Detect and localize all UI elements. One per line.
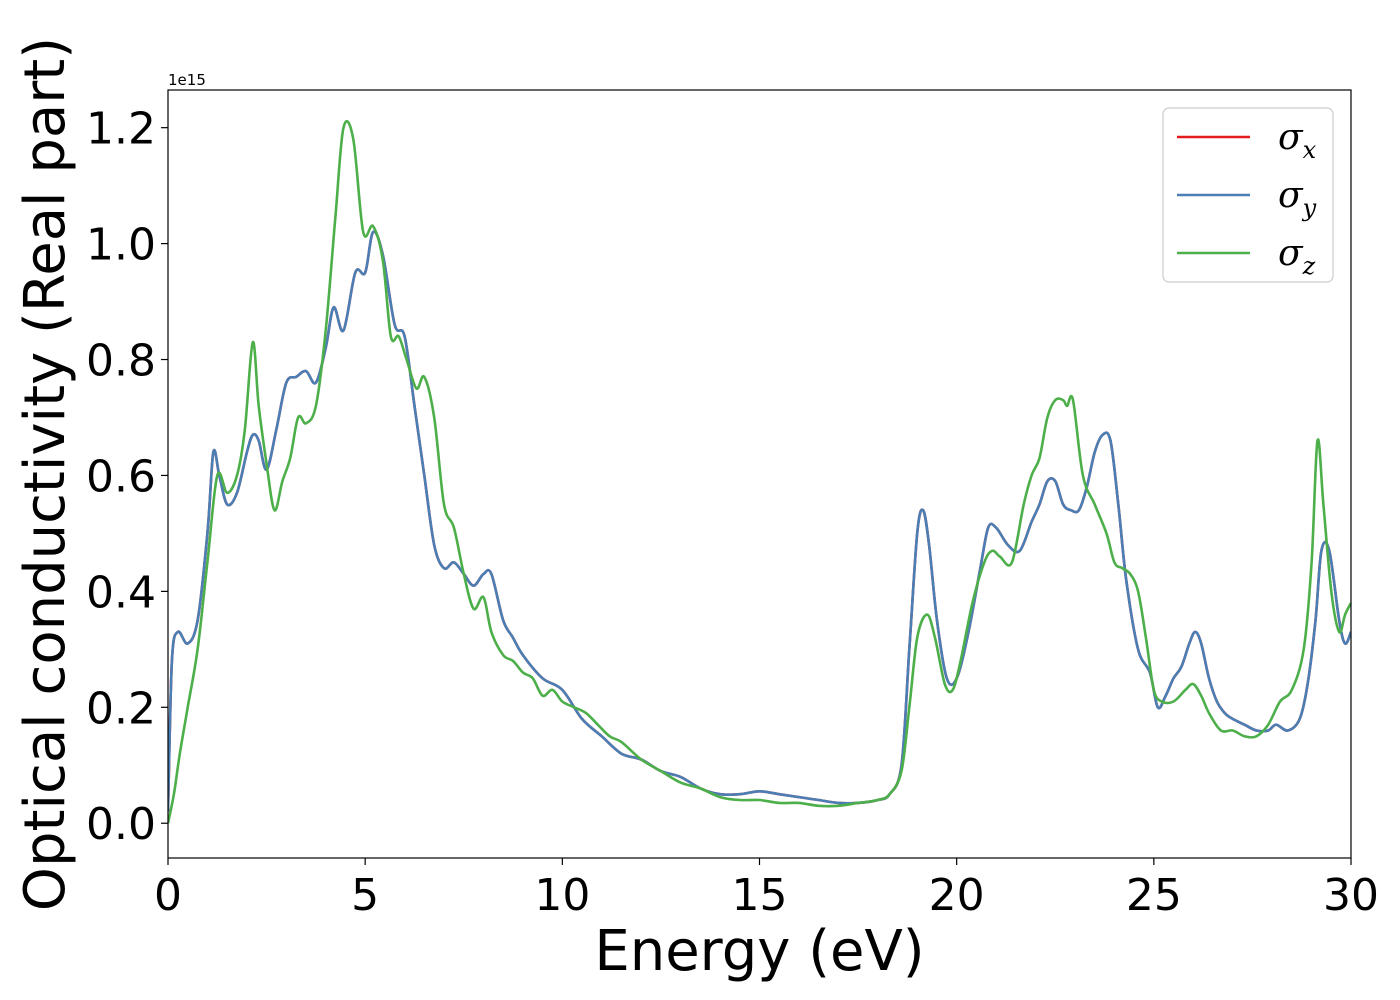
series-line-y (168, 230, 1351, 812)
x-tick-label: 15 (732, 870, 788, 921)
y-tick-label: 0.8 (86, 336, 156, 387)
x-tick-label: 20 (929, 870, 985, 921)
x-tick-label: 25 (1126, 870, 1182, 921)
x-axis-label: Energy (eV) (594, 919, 924, 984)
y-offset-label: 1e15 (168, 71, 206, 89)
series-line-z (168, 119, 1351, 824)
series-layer (168, 119, 1351, 824)
y-tick-label: 0.4 (86, 567, 156, 618)
y-tick-label: 0.6 (86, 451, 156, 502)
y-tick-label: 0.0 (86, 799, 156, 850)
y-axis-label: Optical conductivity (Real part) (13, 37, 78, 911)
x-tick-label: 30 (1323, 870, 1379, 921)
y-tick-label: 0.2 (86, 683, 156, 734)
x-tick-label: 10 (534, 870, 590, 921)
x-tick-label: 0 (154, 870, 182, 921)
x-tick-label: 5 (351, 870, 379, 921)
y-tick-label: 1.0 (86, 220, 156, 271)
y-tick-label: 1.2 (86, 104, 156, 155)
ticks-layer: 0 5 10 15 20 25 30 0.0 0.2 0.4 0.6 0.8 1.0 1.2 (86, 104, 1379, 921)
